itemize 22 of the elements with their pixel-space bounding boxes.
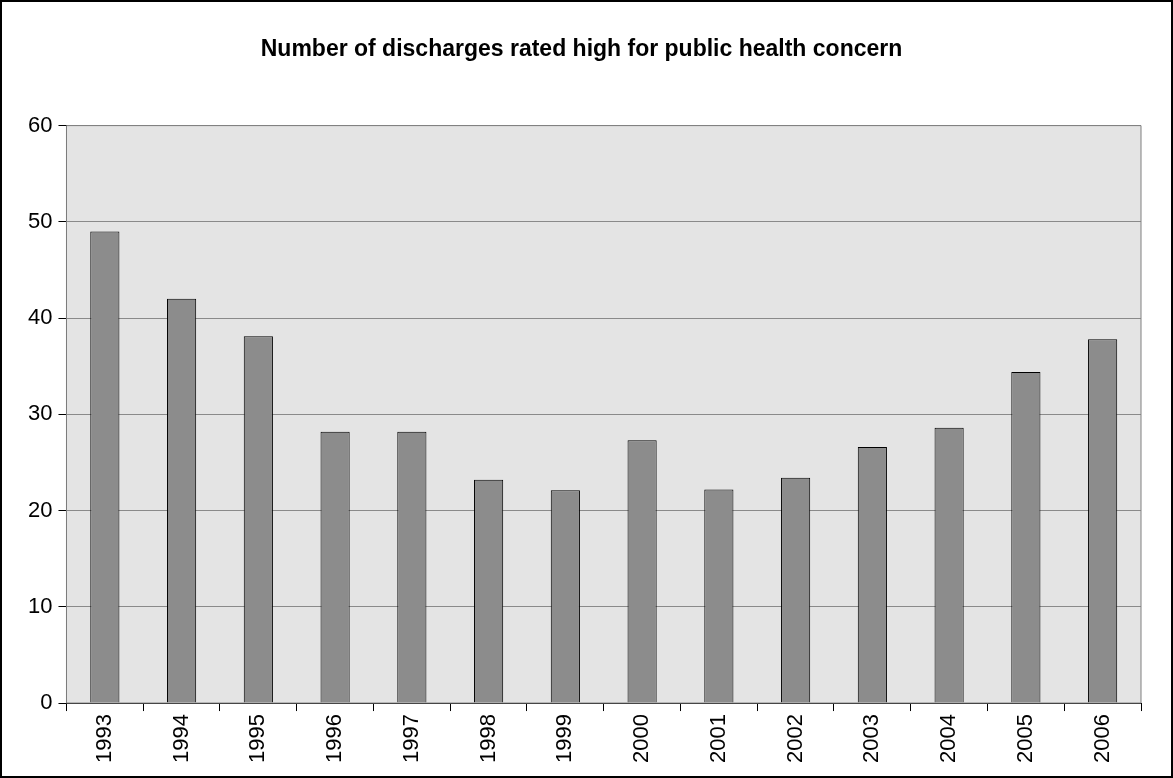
y-tick-label: 60 [27, 111, 53, 137]
x-tick-label: 2003 [858, 714, 884, 764]
y-tick-label: 40 [27, 304, 53, 330]
x-tick-label: 1999 [551, 714, 577, 764]
x-tick-label: 1997 [397, 714, 423, 764]
y-tick-label: 50 [27, 207, 53, 233]
chart-title: Number of discharges rated high for public health concern [260, 35, 903, 62]
x-tick-label: 2006 [1088, 714, 1114, 764]
x-tick-label: 2000 [628, 714, 654, 764]
x-tick-label: 1993 [90, 714, 116, 764]
x-tick-label: 1995 [244, 714, 270, 764]
x-tick-label: 2001 [704, 714, 730, 764]
y-tick-label: 0 [40, 689, 53, 715]
x-tick-label: 2004 [935, 714, 961, 764]
x-tick-label: 1994 [167, 714, 193, 764]
y-tick-label: 10 [27, 592, 53, 618]
x-tick-label: 1996 [321, 714, 347, 764]
x-tick-label: 1998 [474, 714, 500, 764]
y-tick-label: 30 [27, 400, 53, 426]
x-tick-label: 2005 [1011, 714, 1037, 764]
x-tick-label: 2002 [781, 714, 807, 764]
y-tick-label: 20 [27, 496, 53, 522]
